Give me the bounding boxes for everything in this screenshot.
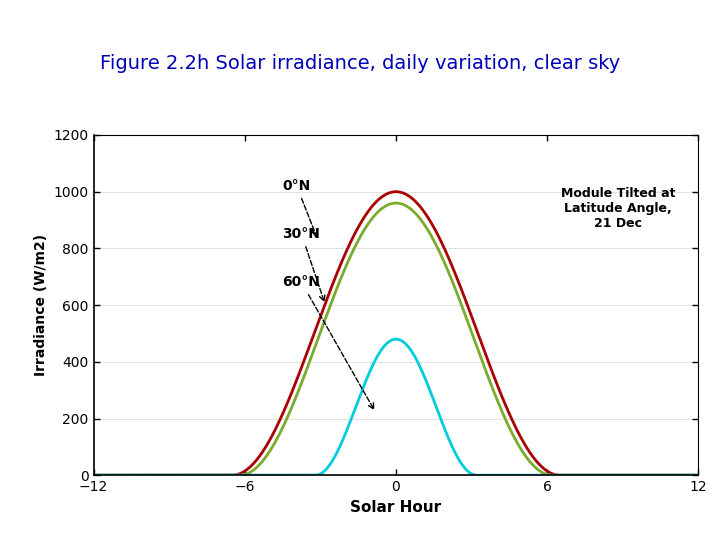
Y-axis label: Irradiance (W/m2): Irradiance (W/m2) — [34, 234, 48, 376]
Text: 30°N: 30°N — [283, 227, 325, 301]
Text: Module Tilted at
Latitude Angle,
21 Dec: Module Tilted at Latitude Angle, 21 Dec — [560, 187, 675, 230]
X-axis label: Solar Hour: Solar Hour — [351, 500, 441, 515]
Text: 0°N: 0°N — [283, 179, 317, 236]
Text: 60°N: 60°N — [283, 275, 374, 409]
Text: Figure 2.2h Solar irradiance, daily variation, clear sky: Figure 2.2h Solar irradiance, daily vari… — [100, 54, 620, 73]
